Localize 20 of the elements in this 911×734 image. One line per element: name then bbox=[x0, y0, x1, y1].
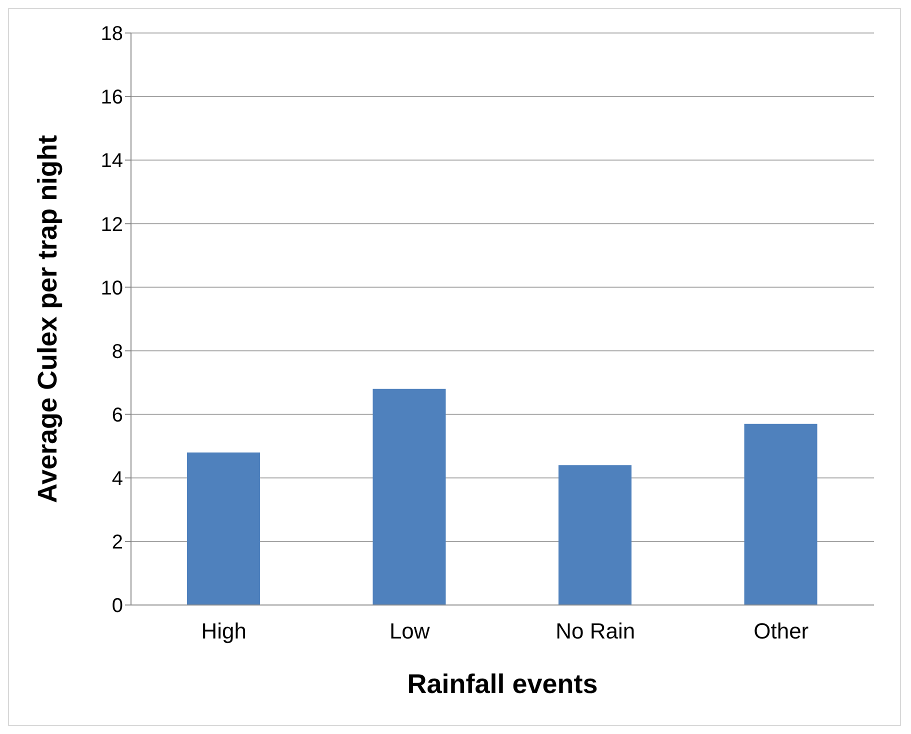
y-tick-label: 8 bbox=[112, 340, 123, 363]
x-tick-label: High bbox=[201, 618, 246, 644]
bar bbox=[187, 452, 260, 605]
y-tick-label: 12 bbox=[100, 214, 123, 236]
x-tick-label: No Rain bbox=[556, 618, 636, 644]
y-tick-label: 6 bbox=[112, 404, 123, 426]
y-tick-label: 0 bbox=[112, 595, 123, 618]
x-tick-label: Other bbox=[754, 618, 809, 644]
y-tick-label: 10 bbox=[100, 277, 123, 300]
x-axis-title: Rainfall events bbox=[407, 669, 598, 699]
y-tick-label: 14 bbox=[100, 150, 123, 172]
bar bbox=[558, 465, 632, 605]
x-tick-label: Low bbox=[389, 618, 430, 644]
bar bbox=[372, 388, 446, 605]
y-tick-label: 16 bbox=[100, 86, 123, 109]
bar bbox=[744, 424, 818, 605]
y-tick-label: 18 bbox=[100, 23, 123, 46]
y-axis-title: Average Culex per trap night bbox=[32, 134, 63, 504]
y-tick-label: 2 bbox=[112, 532, 123, 554]
y-tick-label: 4 bbox=[112, 468, 123, 490]
